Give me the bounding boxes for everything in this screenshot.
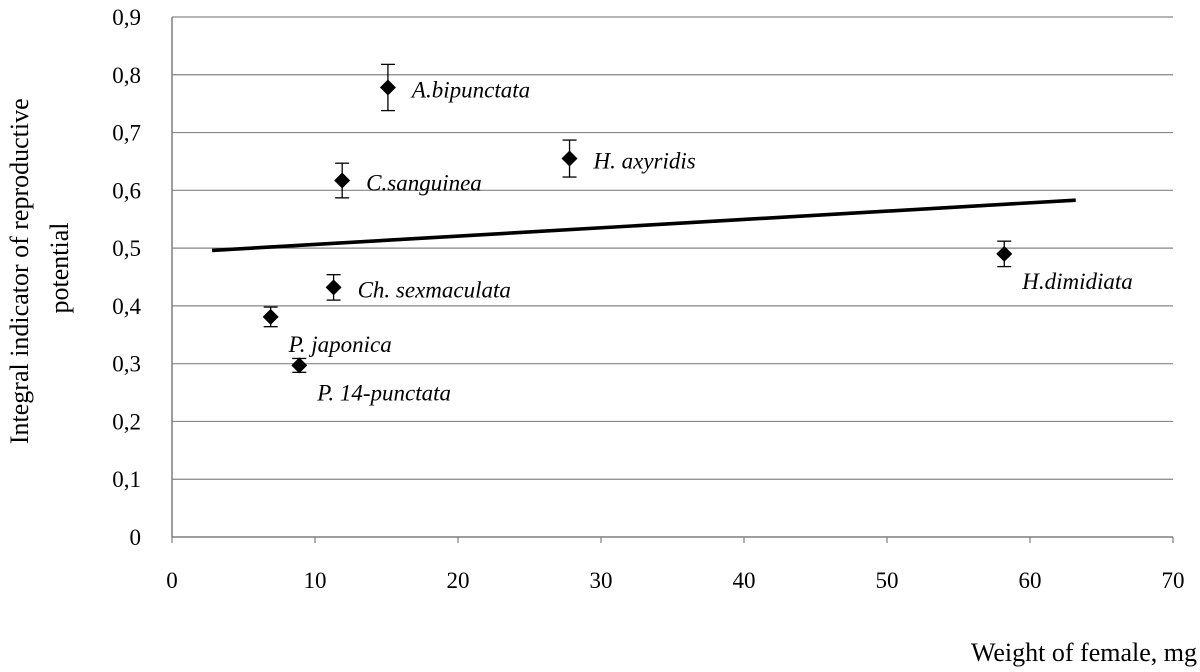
data-point-marker bbox=[325, 279, 342, 296]
data-point-label: C.sanguinea bbox=[366, 171, 482, 196]
x-tick-label: 40 bbox=[733, 568, 756, 593]
x-tick-label: 70 bbox=[1162, 568, 1185, 593]
y-tick-label: 0,7 bbox=[112, 121, 141, 146]
trendline-layer bbox=[211, 198, 1076, 253]
data-point-label: H. axyridis bbox=[593, 149, 696, 174]
point-labels: A.bipunctata C.sanguinea H. axyridis Ch. se… bbox=[288, 77, 1133, 405]
data-point-label: P. japonica bbox=[288, 332, 392, 357]
trendline bbox=[211, 198, 1076, 253]
axes bbox=[171, 17, 1174, 543]
y-tick-label: 0,3 bbox=[112, 352, 141, 377]
y-tick-label: 0,5 bbox=[112, 236, 141, 261]
data-point-label: A.bipunctata bbox=[410, 77, 530, 102]
y-axis-title-line-1: Integral indicator of reproductive bbox=[5, 98, 34, 444]
y-tick-label: 0,1 bbox=[112, 467, 141, 492]
x-axis-title: Weight of female, mg bbox=[971, 638, 1197, 667]
y-tick-label: 0,6 bbox=[112, 178, 141, 203]
data-point-marker bbox=[334, 172, 351, 189]
data-point-label: H.dimidiata bbox=[1021, 269, 1133, 294]
y-tick-label: 0,2 bbox=[112, 409, 141, 434]
x-tick-label: 50 bbox=[876, 568, 899, 593]
data-point-label: P. 14-punctata bbox=[316, 380, 451, 405]
data-point-label: Ch. sexmaculata bbox=[358, 277, 511, 302]
y-tick-label: 0,9 bbox=[112, 5, 141, 30]
svg-text:Integral indicator of reproduc: Integral indicator of reproductive poten… bbox=[5, 92, 74, 444]
x-tick-label: 60 bbox=[1019, 568, 1042, 593]
x-tick-label: 10 bbox=[304, 568, 327, 593]
y-axis-title-line-2: potential bbox=[45, 223, 74, 314]
y-tick-label: 0 bbox=[130, 525, 142, 550]
y-tick-label: 0,8 bbox=[112, 63, 141, 88]
data-point-marker bbox=[291, 357, 308, 374]
x-tick-labels: 0 10 20 30 40 50 60 70 bbox=[166, 568, 1184, 593]
x-tick-label: 20 bbox=[447, 568, 470, 593]
data-point-marker bbox=[996, 245, 1013, 262]
x-tick-label: 0 bbox=[166, 568, 178, 593]
data-point-marker bbox=[561, 150, 578, 167]
y-axis-title: Integral indicator of reproductive poten… bbox=[5, 92, 74, 444]
data-point-marker bbox=[379, 79, 396, 96]
x-tick-label: 30 bbox=[590, 568, 613, 593]
y-tick-labels: 0 0,1 0,2 0,3 0,4 0,5 0,6 0,7 0,8 0,9 bbox=[112, 5, 141, 550]
gridlines bbox=[172, 16, 1173, 480]
data-points bbox=[262, 63, 1013, 374]
data-point-marker bbox=[262, 308, 279, 325]
y-tick-label: 0,4 bbox=[112, 294, 141, 319]
